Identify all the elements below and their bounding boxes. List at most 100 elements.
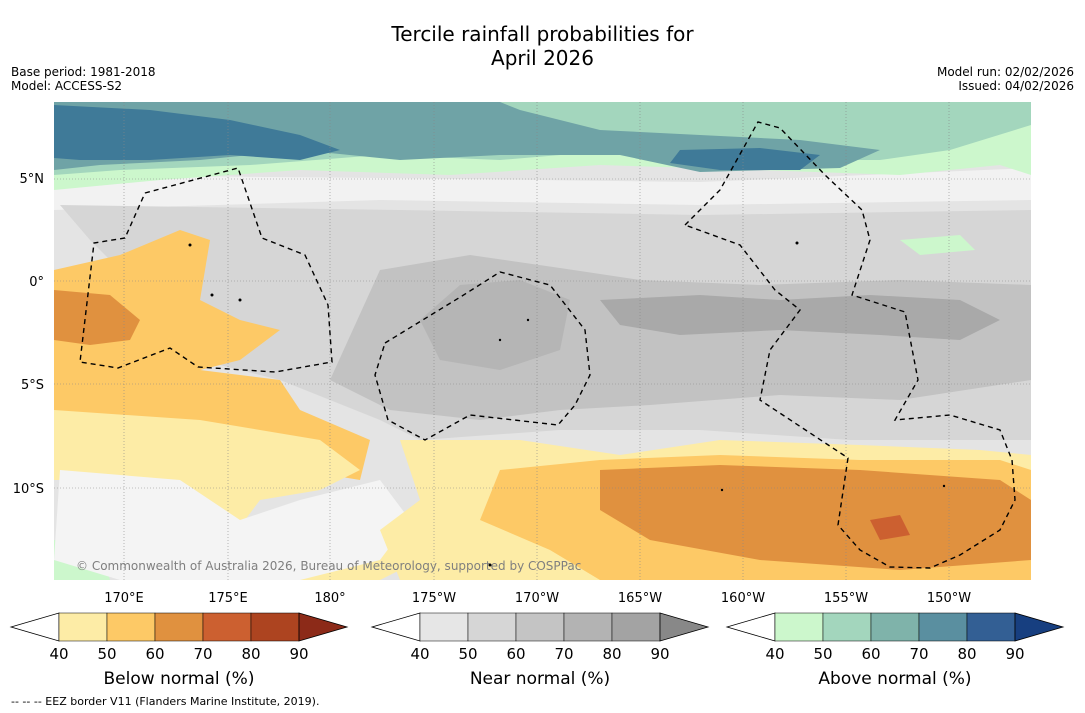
below-normal-70-southeast [870,515,910,540]
island-marker [795,241,799,245]
above-normal-70-east [670,148,820,170]
below-normal-60-southeast [600,465,1031,570]
longitude-labels: 170°E 175°E 180° 175°W 170°W 165°W 160°W… [104,591,971,606]
meta-left: Base period: 1981-2018 Model: ACCESS-S2 [11,65,156,93]
cb-near-tick-70: 70 [554,645,573,663]
lon-label-175w: 175°W [412,591,456,606]
cb-near-tick-50: 50 [458,645,477,663]
cb-near-tick-40: 40 [410,645,429,663]
lat-label-equator: 0° [29,275,44,290]
eez-kiribati-gilbert [79,167,333,373]
eez-borders [79,121,1016,569]
lon-label-165w: 165°W [618,591,662,606]
lon-label-170w: 170°W [515,591,559,606]
title-line-1: Tercile rainfall probabilities for [391,22,694,46]
island-marker [210,293,214,297]
cb-below-tick-80: 80 [241,645,260,663]
colorbar-near-swatch-0 [419,612,469,642]
colorbar-below-swatch-0 [58,612,108,642]
colorbar-above-upper-extend [1014,612,1065,642]
cb-near-tick-60: 60 [506,645,525,663]
eez-phoenix-islands [374,271,591,441]
colorbar-near-normal: 40 50 60 70 80 90 Near normal (%) [370,612,710,689]
cb-above-title: Above normal (%) [818,669,971,689]
no-dominant-tercile-southwest [54,470,410,580]
cb-near-title: Near normal (%) [470,669,610,689]
cb-above-tick-70: 70 [909,645,928,663]
lon-label-160w: 160°W [721,591,765,606]
island-marker [488,563,492,567]
model-run: Model run: 02/02/2026 [936,65,1074,79]
above-normal-60-band [54,102,880,172]
gridlines [54,102,1031,580]
island-marker [238,298,242,302]
cb-below-tick-90: 90 [289,645,308,663]
cb-near-tick-90: 90 [650,645,669,663]
model-name: Model: ACCESS-S2 [11,79,123,93]
cb-above-tick-60: 60 [861,645,880,663]
cb-above-tick-40: 40 [765,645,784,663]
colorbar-above-normal: 40 50 60 70 80 90 Above normal (%) [725,612,1065,689]
island-marker [188,243,192,247]
cb-below-tick-50: 50 [97,645,116,663]
eez-line-islands [683,121,1016,569]
cb-below-title: Below normal (%) [104,669,255,689]
cb-above-tick-90: 90 [1005,645,1024,663]
colorbar-above-swatch-3 [918,612,968,642]
lon-label-170e: 170°E [104,591,144,606]
base-period: Base period: 1981-2018 [11,65,156,79]
below-normal-40-southwest [54,410,360,540]
lon-label-175e: 175°E [208,591,248,606]
cb-below-tick-60: 60 [145,645,164,663]
lon-label-180: 180° [314,591,345,606]
cb-near-tick-80: 80 [602,645,621,663]
latitude-labels: 5°N 0° 5°S 10°S [13,172,44,497]
colorbar-below-swatch-3 [202,612,252,642]
colorbar-above-swatch-4 [966,612,1016,642]
colorbar-below-swatch-2 [154,612,204,642]
lon-label-150w: 150°W [927,591,971,606]
cb-above-tick-80: 80 [957,645,976,663]
colorbar-near-lower-extend [370,612,421,642]
cb-above-tick-50: 50 [813,645,832,663]
island-marker [720,488,724,492]
lon-label-155w: 155°W [824,591,868,606]
colorbar-near-swatch-3 [563,612,613,642]
island-marker [498,338,502,342]
colorbar-near-swatch-4 [611,612,661,642]
near-normal-low-band [54,168,1031,210]
lat-label-5s: 5°S [21,378,44,393]
colorbar-above-lower-extend [725,612,776,642]
island-marker [526,318,530,322]
meta-right: Model run: 02/02/2026 Issued: 04/02/2026 [937,65,1074,93]
colorbar-above-swatch-1 [822,612,872,642]
colorbar-below-lower-extend [9,612,60,642]
above-normal-70-west [54,105,340,160]
colorbar-below-normal: 40 50 60 70 80 90 Below normal (%) [9,612,349,689]
cb-below-tick-40: 40 [49,645,68,663]
eez-legend-note: -- -- -- EEZ border V11 (Flanders Marine… [11,695,320,708]
colorbar-below-swatch-4 [250,612,300,642]
colorbar-below-upper-extend [298,612,349,642]
map-title: Tercile rainfall probabilities for April… [0,22,1085,70]
colorbar-near-swatch-1 [467,612,517,642]
islands [188,241,946,567]
issued-date: Issued: 04/02/2026 [958,79,1074,93]
near-normal-70-west [420,280,570,370]
above-normal-patch-east [900,235,975,255]
map-plot-area: © Commonwealth of Australia 2026, Bureau… [54,102,1031,580]
island-marker [942,484,946,488]
near-normal-70-east [600,295,1000,340]
cb-below-tick-70: 70 [193,645,212,663]
lat-label-10s: 10°S [13,482,44,497]
colorbar-below-swatch-1 [106,612,156,642]
copyright-text: © Commonwealth of Australia 2026, Bureau… [76,559,581,573]
colorbar-near-swatch-2 [515,612,565,642]
colorbar-near-upper-extend [659,612,710,642]
colorbar-above-swatch-2 [870,612,920,642]
colorbar-above-swatch-0 [774,612,824,642]
title-line-2: April 2026 [491,46,594,70]
below-normal-60-west [54,290,140,345]
lat-label-5n: 5°N [20,172,45,187]
